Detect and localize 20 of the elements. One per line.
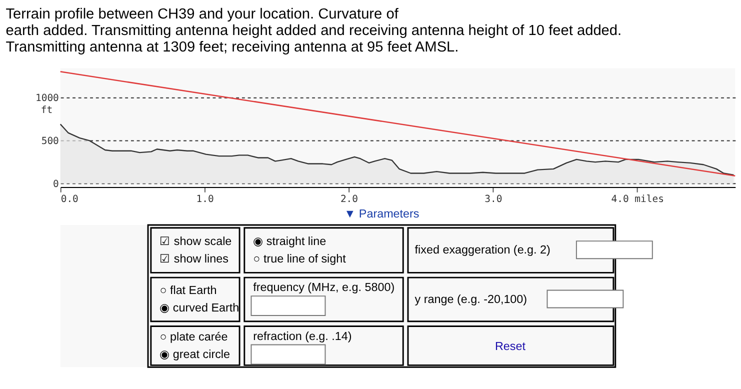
x-tick-label: 1.0 [196,194,214,206]
text: ▼ Parameters [344,207,420,220]
y-tick-label: 500 [41,136,60,147]
x-tick-label: 0.0 [60,194,79,206]
y-tick-label: 0 [53,178,60,190]
text: frequency (MHz, e.g. 5800) [253,281,395,294]
text: ○ flat Earth ◉ curved Earth [160,284,240,315]
text: y range (e.g. -20,100) [414,292,528,306]
x-tick-label: 3.0 [484,194,502,206]
text: ◉ straight line ○ true line of sight [253,234,347,266]
x-tick-label: 4.0 miles [611,194,664,206]
text: fixed exaggeration (e.g. 2) [414,244,551,257]
text: ☑ show scale ☑ show lines [160,234,232,266]
text: ○ plate carée ◉ great circle [160,330,230,361]
chart-title: Terrain profile between CH39 and your location. Curvature of earth added. Transmitting antenna height added and receiving antenna height of 10 feet added. Transmitting antenna at 1309 feet; receiving antenna at 95 feet AMSL. [6,6,622,56]
text: refraction (e.g. .14) [253,330,352,343]
text: Reset [494,340,526,354]
y-tick-label: 1000 [36,92,60,104]
y-axis-title: ft [40,105,53,116]
x-tick-label: 2.0 [340,194,358,206]
